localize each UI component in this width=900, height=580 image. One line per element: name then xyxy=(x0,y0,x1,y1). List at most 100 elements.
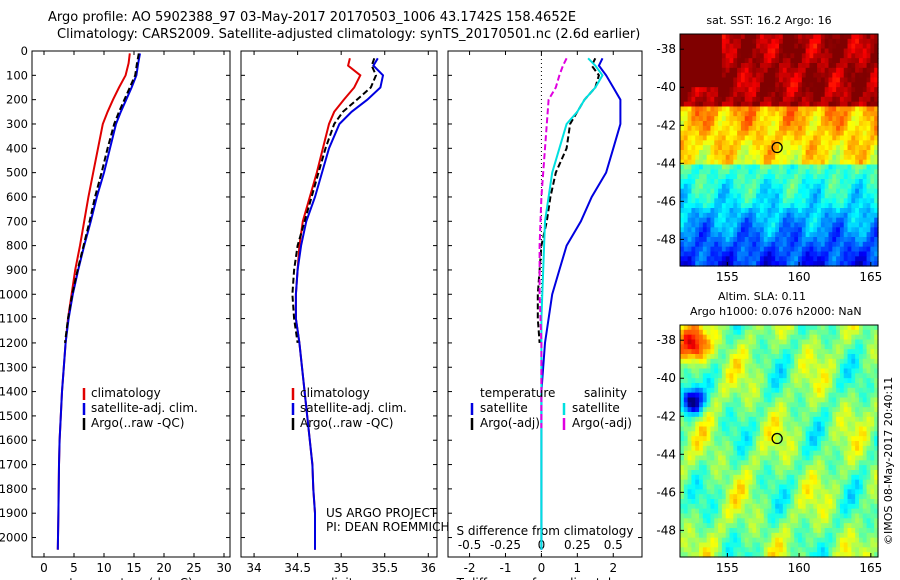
map-cell xyxy=(683,125,689,132)
map-cell xyxy=(870,523,875,529)
map-cell xyxy=(801,63,807,69)
map-cell xyxy=(847,198,852,204)
map-cell xyxy=(714,111,719,117)
map-cell xyxy=(817,426,822,432)
map-cell xyxy=(805,72,811,79)
map-cell xyxy=(706,101,712,108)
map-cell xyxy=(725,217,731,224)
map-cell xyxy=(752,232,757,238)
map-cell xyxy=(798,465,803,471)
map-cell xyxy=(801,383,807,389)
map-cell xyxy=(763,38,769,45)
map-cell xyxy=(866,354,871,360)
map-cell xyxy=(748,111,753,117)
map-cell xyxy=(748,92,753,98)
map-cell xyxy=(702,188,708,195)
map-cell xyxy=(744,339,750,345)
map-cell xyxy=(706,246,712,253)
map-cell xyxy=(680,87,685,93)
map-cell xyxy=(828,53,833,59)
map-cell xyxy=(683,58,689,64)
map-cell xyxy=(798,246,803,253)
map-cell xyxy=(759,474,765,481)
map-cell xyxy=(813,513,818,519)
map-cell xyxy=(786,106,792,112)
map-cell xyxy=(710,329,715,336)
map-cell xyxy=(737,508,742,515)
map-cell xyxy=(824,251,830,257)
map-cell xyxy=(798,145,803,151)
map-cell xyxy=(817,106,822,112)
map-cell xyxy=(710,460,715,466)
map-cell xyxy=(718,349,723,355)
map-cell xyxy=(847,203,852,209)
map-cell xyxy=(733,392,738,399)
map-cell xyxy=(820,518,826,524)
map-cell xyxy=(718,528,723,534)
map-cell xyxy=(748,212,753,219)
map-cell xyxy=(855,116,860,122)
map-cell xyxy=(801,528,807,534)
map-cell xyxy=(699,383,704,389)
top-axis-label: S difference from climatology xyxy=(457,524,634,538)
map-cell xyxy=(702,43,708,50)
map-cell xyxy=(740,325,746,331)
y-tick-label: 300 xyxy=(6,117,28,131)
map-cell xyxy=(702,164,708,170)
map-cell xyxy=(680,34,685,40)
map-cell xyxy=(779,426,784,432)
map-cell xyxy=(759,198,765,204)
map-cell xyxy=(874,431,879,437)
map-cell xyxy=(771,474,776,481)
map-cell xyxy=(798,154,803,161)
project-annotation: PI: DEAN ROEMMICH xyxy=(326,520,449,534)
map-cell xyxy=(798,208,803,214)
map-cell xyxy=(843,392,849,399)
map-cell xyxy=(687,251,693,257)
map-cell xyxy=(744,183,750,190)
map-cell xyxy=(718,329,723,336)
map-cell xyxy=(779,174,784,180)
map-cell xyxy=(839,474,845,481)
map-cell xyxy=(828,378,833,384)
map-cell xyxy=(858,450,864,457)
map-cell xyxy=(687,378,693,384)
map-cell xyxy=(695,106,700,112)
map-cell xyxy=(832,87,837,93)
map-cell xyxy=(759,455,765,461)
map-cell xyxy=(794,407,799,413)
map-cell xyxy=(733,489,738,495)
map-cell xyxy=(744,363,750,370)
map-cell xyxy=(721,441,727,447)
map-cell xyxy=(733,479,738,486)
map-cell xyxy=(771,344,776,350)
map-x-tick-label: 160 xyxy=(788,270,811,284)
map-cell xyxy=(805,513,811,519)
map-cell xyxy=(718,125,723,132)
map-cell xyxy=(839,58,845,64)
map-cell xyxy=(790,217,795,224)
map-cell xyxy=(786,150,792,156)
map-cell xyxy=(752,82,757,88)
map-cell xyxy=(702,121,708,127)
map-cell xyxy=(851,518,856,524)
map-cell xyxy=(779,508,784,515)
map-cell xyxy=(836,125,841,132)
map-cell xyxy=(782,528,788,534)
map-cell xyxy=(714,232,719,238)
map-cell xyxy=(782,445,788,452)
map-cell xyxy=(874,106,879,112)
map-cell xyxy=(847,513,852,519)
map-cell xyxy=(702,397,708,403)
map-cell xyxy=(725,92,731,98)
map-cell xyxy=(817,135,822,141)
map-cell xyxy=(824,92,830,98)
map-cell xyxy=(775,246,780,253)
map-cell xyxy=(843,246,849,253)
map-cell xyxy=(725,378,731,384)
map-cell xyxy=(847,503,852,510)
map-cell xyxy=(855,203,860,209)
map-cell xyxy=(866,227,871,233)
map-cell xyxy=(801,402,807,408)
map-cell xyxy=(775,193,780,199)
